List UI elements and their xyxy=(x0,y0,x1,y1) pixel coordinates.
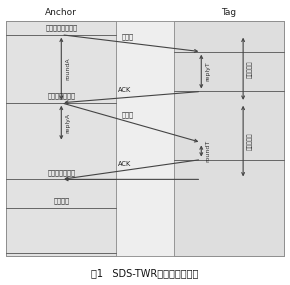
Text: 第二次测量: 第二次测量 xyxy=(247,132,253,150)
Text: roundT: roundT xyxy=(206,140,211,162)
Text: ACK: ACK xyxy=(118,87,131,93)
Text: 第二次测距信息: 第二次测距信息 xyxy=(47,169,75,176)
Text: Tag: Tag xyxy=(221,7,236,17)
Bar xyxy=(6,21,116,256)
Text: Anchor: Anchor xyxy=(45,7,77,17)
Bar xyxy=(174,21,284,256)
Text: replyA: replyA xyxy=(66,113,71,133)
Bar xyxy=(6,21,284,256)
Text: 数据包: 数据包 xyxy=(122,34,134,40)
Text: 数据包: 数据包 xyxy=(122,112,134,118)
Text: 第一次测距信息: 第一次测距信息 xyxy=(47,93,75,99)
Text: 第一次测量: 第一次测量 xyxy=(247,60,253,78)
Text: 计算距离: 计算距离 xyxy=(53,198,69,204)
Text: roundA: roundA xyxy=(66,58,71,80)
Text: ACK: ACK xyxy=(118,161,131,167)
Text: 图1   SDS-TWR测距原理示意图: 图1 SDS-TWR测距原理示意图 xyxy=(91,268,199,278)
Text: 初始化，测距请求: 初始化，测距请求 xyxy=(45,25,77,31)
Text: replyT: replyT xyxy=(206,62,211,82)
